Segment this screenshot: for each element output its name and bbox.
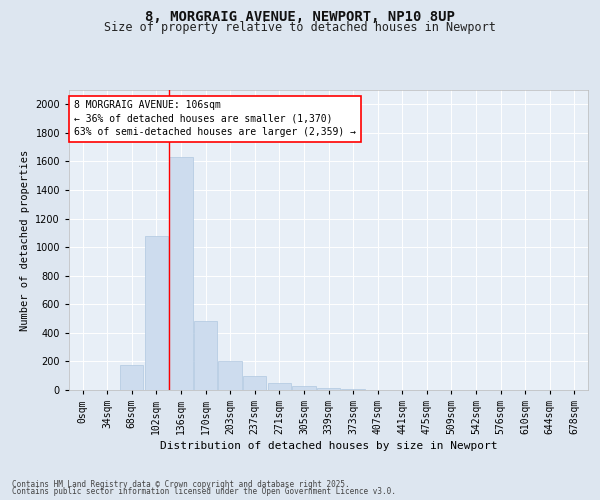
X-axis label: Distribution of detached houses by size in Newport: Distribution of detached houses by size … <box>160 441 497 451</box>
Bar <box>120 365 143 390</box>
Bar <box>243 376 266 390</box>
Bar <box>317 388 340 390</box>
Bar <box>268 383 291 390</box>
Text: Size of property relative to detached houses in Newport: Size of property relative to detached ho… <box>104 21 496 34</box>
Bar <box>145 236 168 390</box>
Text: 8 MORGRAIG AVENUE: 106sqm
← 36% of detached houses are smaller (1,370)
63% of se: 8 MORGRAIG AVENUE: 106sqm ← 36% of detac… <box>74 100 356 137</box>
Bar <box>292 386 316 390</box>
Text: Contains public sector information licensed under the Open Government Licence v3: Contains public sector information licen… <box>12 488 396 496</box>
Bar <box>218 360 242 390</box>
Bar <box>194 322 217 390</box>
Text: 8, MORGRAIG AVENUE, NEWPORT, NP10 8UP: 8, MORGRAIG AVENUE, NEWPORT, NP10 8UP <box>145 10 455 24</box>
Bar <box>169 157 193 390</box>
Text: Contains HM Land Registry data © Crown copyright and database right 2025.: Contains HM Land Registry data © Crown c… <box>12 480 350 489</box>
Y-axis label: Number of detached properties: Number of detached properties <box>20 150 30 330</box>
